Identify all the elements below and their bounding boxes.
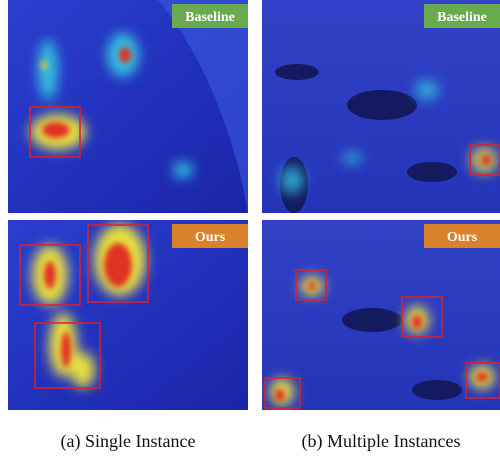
label-badge [424, 224, 500, 248]
detection-box [19, 244, 81, 306]
face-region [158, 0, 248, 213]
heat-cores [275, 282, 488, 401]
detection-box [469, 144, 500, 176]
panel-ours-multiple: Ours [262, 220, 500, 410]
ducks [275, 64, 457, 213]
detection-box [264, 377, 301, 409]
heat-cores [41, 47, 131, 138]
detection-box [87, 224, 149, 303]
heat-blobs [280, 80, 498, 194]
detection-box [34, 322, 101, 389]
caption: (a) Single Instance [61, 431, 196, 452]
label-badge [424, 4, 500, 28]
caption: (b) Multiple Instances [302, 431, 461, 452]
panel-baseline-single: Baseline [8, 0, 248, 213]
detection-box [295, 269, 327, 301]
heat-core [481, 155, 491, 165]
panel-label: Ours [195, 230, 226, 245]
panel-label: Ours [447, 230, 478, 245]
detection-box [401, 296, 443, 338]
detection-box [29, 106, 81, 158]
panel-ours-single: Ours [8, 220, 248, 410]
detection-box [465, 362, 500, 399]
panel-label: Baseline [185, 10, 235, 25]
panel-label: Baseline [437, 10, 487, 25]
heat-cores [44, 243, 132, 368]
panel-baseline-multiple: Baseline [262, 0, 500, 213]
ducks [342, 308, 462, 400]
label-badge [172, 224, 248, 248]
label-badge [172, 4, 248, 28]
